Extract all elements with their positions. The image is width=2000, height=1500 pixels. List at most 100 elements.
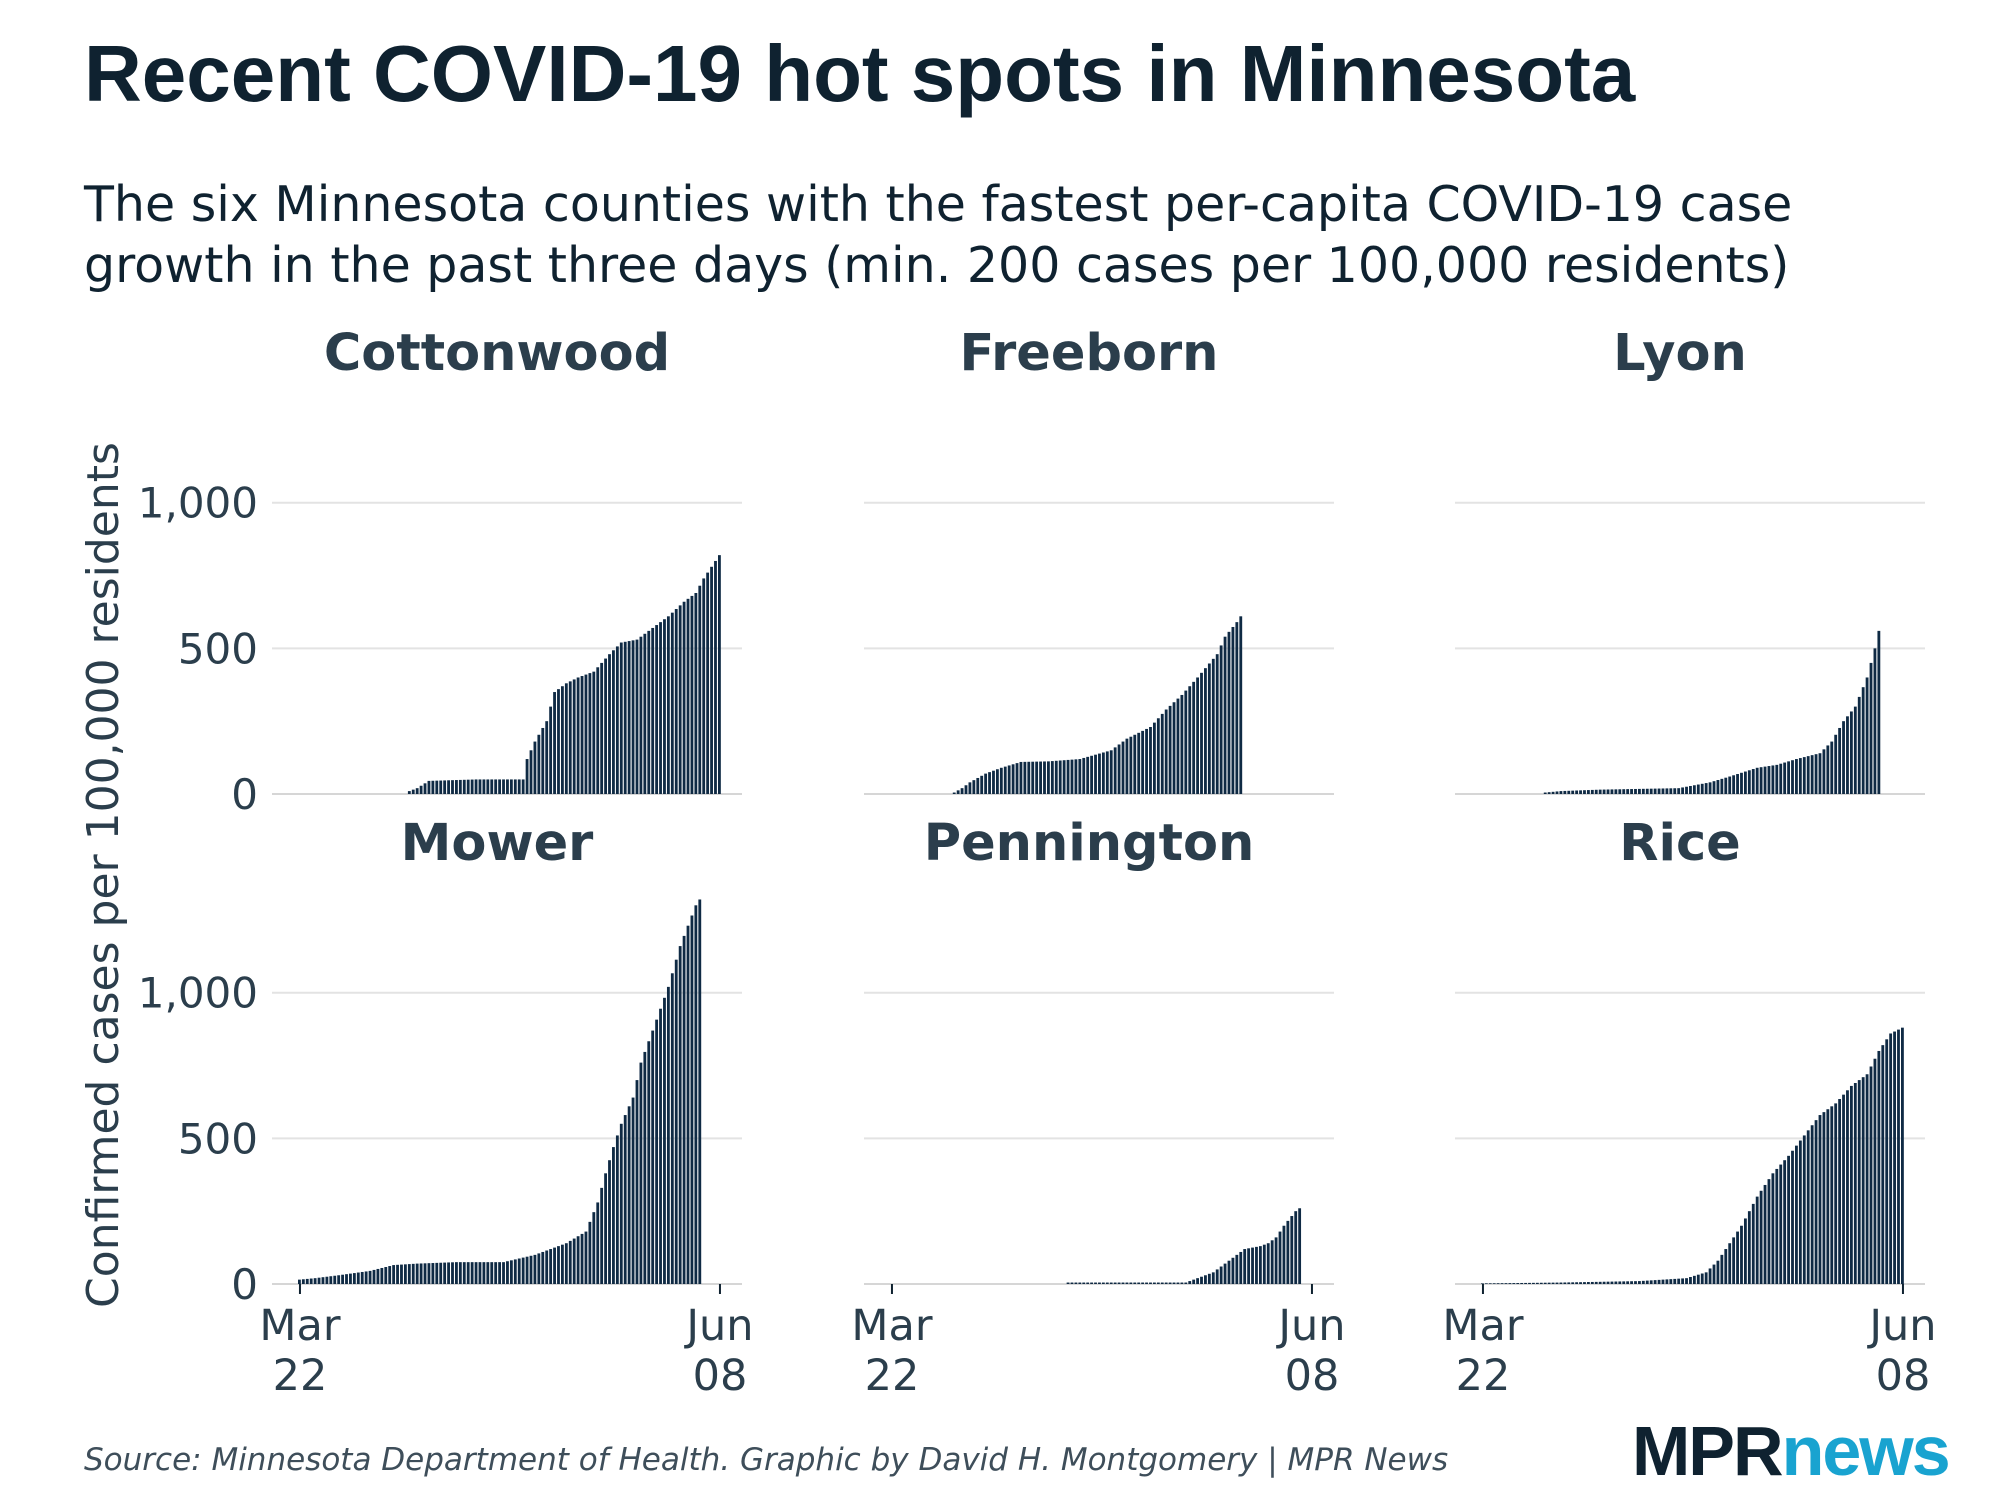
- bar: [541, 727, 545, 794]
- bar: [1113, 1282, 1117, 1284]
- bar: [1689, 1277, 1692, 1284]
- bar: [686, 598, 690, 794]
- bar: [1865, 677, 1869, 794]
- bar: [1168, 705, 1172, 794]
- bar: [592, 1212, 596, 1284]
- bar: [1101, 1282, 1105, 1284]
- bar: [1575, 1282, 1579, 1284]
- bar: [1180, 694, 1184, 794]
- bar: [976, 777, 980, 794]
- bar: [682, 935, 686, 1284]
- bar: [1054, 760, 1058, 794]
- bar: [1834, 1103, 1838, 1284]
- bar: [698, 899, 702, 1284]
- bar: [714, 560, 717, 794]
- bar: [1270, 1240, 1274, 1285]
- bar: [1798, 1140, 1802, 1284]
- bar: [1172, 1282, 1176, 1284]
- bar: [1712, 1264, 1716, 1284]
- bar: [1227, 631, 1231, 794]
- panel-title: Cottonwood: [324, 324, 670, 383]
- bar: [1551, 1282, 1555, 1284]
- bar: [1094, 754, 1097, 794]
- bar: [1720, 778, 1724, 794]
- bar: [482, 779, 486, 794]
- bar: [1704, 783, 1708, 794]
- bar: [596, 1202, 600, 1284]
- bar: [560, 686, 564, 794]
- bar: [615, 1135, 619, 1284]
- bar: [1849, 1085, 1853, 1284]
- bar: [1294, 1211, 1298, 1284]
- bar: [1638, 1281, 1641, 1284]
- bar: [1196, 677, 1199, 794]
- bar: [1543, 1282, 1547, 1284]
- bars: [298, 899, 702, 1285]
- bar: [372, 1269, 376, 1284]
- bar: [1838, 1099, 1842, 1284]
- bar: [984, 773, 988, 794]
- bar: [498, 1262, 502, 1284]
- bar: [301, 1279, 305, 1284]
- bar: [1842, 721, 1845, 794]
- bar: [545, 1250, 549, 1284]
- bar: [1720, 1254, 1724, 1284]
- bar: [1724, 1249, 1728, 1284]
- bar: [639, 636, 643, 794]
- bar: [431, 780, 435, 794]
- bar: [615, 646, 619, 794]
- bar: [1810, 755, 1814, 794]
- bar: [1235, 1254, 1239, 1284]
- bar: [470, 779, 474, 794]
- bar: [1070, 1282, 1074, 1284]
- bar: [639, 1062, 643, 1284]
- bar: [576, 1236, 580, 1284]
- bar: [1019, 761, 1023, 794]
- source-note: Source: Minnesota Department of Health. …: [84, 1442, 1449, 1478]
- bar: [333, 1275, 337, 1284]
- bar: [1109, 1282, 1113, 1284]
- bar: [1732, 1237, 1736, 1284]
- bar: [1535, 1282, 1539, 1284]
- bar: [1622, 1281, 1626, 1284]
- bar: [411, 1263, 415, 1284]
- bar: [619, 642, 623, 794]
- bar: [506, 1261, 509, 1284]
- bar: [627, 641, 631, 794]
- bar: [509, 779, 513, 794]
- bar: [1247, 1248, 1251, 1284]
- bar: [674, 609, 678, 794]
- bar: [1129, 736, 1133, 794]
- bar: [462, 1262, 466, 1284]
- bar: [1846, 716, 1849, 794]
- bar: [1759, 1190, 1763, 1284]
- bar: [1783, 1160, 1787, 1284]
- bar: [1783, 762, 1787, 794]
- bar: [423, 1263, 427, 1284]
- bar: [1290, 1216, 1294, 1284]
- bar: [1571, 790, 1575, 794]
- bar: [1050, 761, 1054, 794]
- bar: [443, 780, 447, 794]
- bar: [427, 780, 431, 794]
- bar: [525, 759, 529, 794]
- bar: [1842, 1094, 1845, 1284]
- bar: [631, 1097, 635, 1284]
- bar: [1590, 789, 1594, 794]
- bar: [1893, 1031, 1896, 1284]
- bar: [1834, 734, 1838, 794]
- bar: [1031, 761, 1035, 794]
- bar: [1849, 711, 1853, 794]
- bar: [1673, 788, 1677, 794]
- bar: [631, 640, 635, 794]
- bar: [1877, 1050, 1881, 1284]
- bar: [1763, 766, 1767, 794]
- panel-title: Freeborn: [960, 324, 1219, 383]
- bar: [1298, 1208, 1302, 1284]
- bar: [1003, 766, 1007, 794]
- bar: [1262, 1244, 1266, 1284]
- bar: [1207, 1273, 1211, 1284]
- bar: [670, 612, 674, 794]
- bar: [423, 783, 427, 794]
- y-tick-label: 1,000: [138, 479, 258, 528]
